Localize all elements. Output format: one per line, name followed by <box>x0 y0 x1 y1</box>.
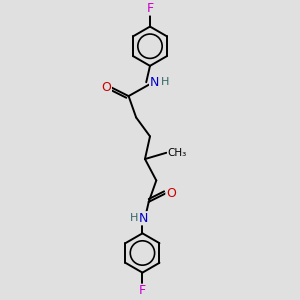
Text: F: F <box>139 284 146 297</box>
Text: N: N <box>139 212 148 225</box>
Text: N: N <box>150 76 159 89</box>
Text: H: H <box>161 77 169 87</box>
Text: F: F <box>146 2 154 15</box>
Text: H: H <box>130 213 139 223</box>
Text: O: O <box>101 81 111 94</box>
Text: CH₃: CH₃ <box>168 148 187 158</box>
Text: O: O <box>166 187 176 200</box>
